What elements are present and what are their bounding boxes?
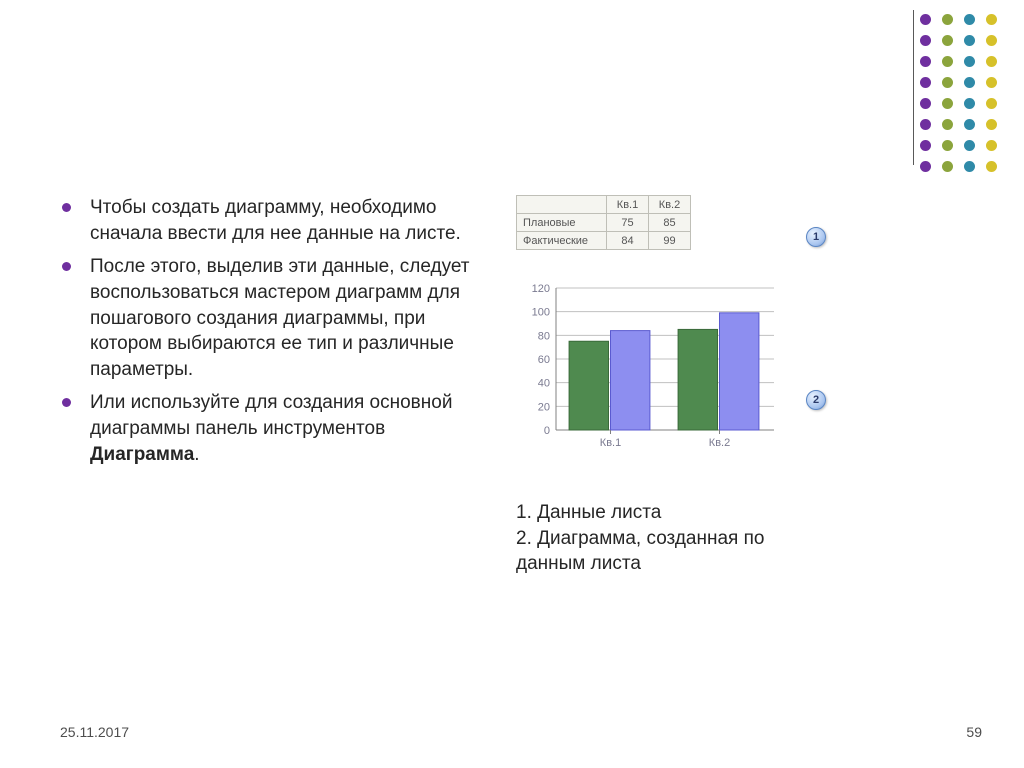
table-empty-header: [517, 196, 607, 214]
figure-column: Кв.1 Кв.2 Плановые 75 85 Фактические 84 …: [516, 195, 886, 577]
figure-block: Кв.1 Кв.2 Плановые 75 85 Фактические 84 …: [516, 195, 836, 577]
table-row: Кв.1 Кв.2: [517, 196, 691, 214]
table-row-label: Фактические: [517, 232, 607, 250]
table-cell: 84: [607, 232, 649, 250]
table-cell: 99: [649, 232, 691, 250]
data-table: Кв.1 Кв.2 Плановые 75 85 Фактические 84 …: [516, 195, 691, 250]
callout-badge-1: 1: [806, 227, 826, 247]
bullet-text: После этого, выделив эти данные, следует…: [90, 256, 470, 380]
callout-label: 2: [813, 394, 819, 406]
bullet-list: Чтобы создать диаграмму, необходимо снач…: [60, 195, 480, 467]
bullet-item: Или используйте для создания основной ди…: [60, 390, 480, 467]
bullet-text: Чтобы создать диаграмму, необходимо снач…: [90, 197, 461, 244]
callout-label: 1: [813, 231, 819, 243]
svg-text:40: 40: [538, 378, 550, 390]
svg-text:0: 0: [544, 425, 550, 437]
vertical-divider: [913, 10, 914, 165]
bar-chart: 0 20 40 60 80 100 120 Кв.1 Кв.2: [516, 280, 786, 460]
svg-text:60: 60: [538, 354, 550, 366]
footer-date: 25.11.2017: [60, 724, 129, 740]
slide-content: Чтобы создать диаграмму, необходимо снач…: [60, 195, 960, 577]
table-row: Фактические 84 99: [517, 232, 691, 250]
bullet-item: После этого, выделив эти данные, следует…: [60, 254, 480, 382]
footer-page-number: 59: [966, 724, 982, 740]
text-column: Чтобы создать диаграмму, необходимо снач…: [60, 195, 480, 577]
bullet-text-pre: Или используйте для создания основной ди…: [90, 392, 452, 439]
bullet-text-post: .: [194, 444, 199, 465]
bullet-item: Чтобы создать диаграмму, необходимо снач…: [60, 195, 480, 246]
caption-line: 1. Данные листа: [516, 500, 816, 526]
table-col-header: Кв.2: [649, 196, 691, 214]
table-col-header: Кв.1: [607, 196, 649, 214]
svg-text:Кв.2: Кв.2: [709, 437, 730, 449]
bullet-text-bold: Диаграмма: [90, 444, 194, 465]
table-row-label: Плановые: [517, 214, 607, 232]
table-row: Плановые 75 85: [517, 214, 691, 232]
table-cell: 85: [649, 214, 691, 232]
dots-decoration: [918, 12, 1006, 180]
svg-text:Кв.1: Кв.1: [600, 437, 621, 449]
figure-caption: 1. Данные листа 2. Диаграмма, созданная …: [516, 500, 816, 577]
caption-line: 2. Диаграмма, созданная по данным листа: [516, 526, 816, 577]
svg-text:20: 20: [538, 401, 550, 413]
svg-text:80: 80: [538, 330, 550, 342]
callout-badge-2: 2: [806, 390, 826, 410]
table-cell: 75: [607, 214, 649, 232]
svg-text:120: 120: [532, 283, 550, 295]
svg-text:100: 100: [532, 307, 550, 319]
